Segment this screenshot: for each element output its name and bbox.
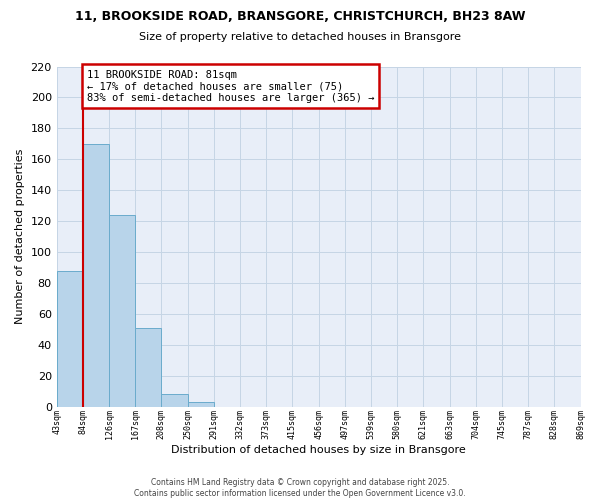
Bar <box>161 394 188 406</box>
Y-axis label: Number of detached properties: Number of detached properties <box>15 149 25 324</box>
Bar <box>83 144 109 406</box>
Text: Contains HM Land Registry data © Crown copyright and database right 2025.
Contai: Contains HM Land Registry data © Crown c… <box>134 478 466 498</box>
Bar <box>56 270 83 406</box>
Text: Size of property relative to detached houses in Bransgore: Size of property relative to detached ho… <box>139 32 461 42</box>
Text: 11 BROOKSIDE ROAD: 81sqm
← 17% of detached houses are smaller (75)
83% of semi-d: 11 BROOKSIDE ROAD: 81sqm ← 17% of detach… <box>87 70 374 103</box>
Bar <box>109 215 135 406</box>
Bar <box>135 328 161 406</box>
X-axis label: Distribution of detached houses by size in Bransgore: Distribution of detached houses by size … <box>171 445 466 455</box>
Bar <box>188 402 214 406</box>
Text: 11, BROOKSIDE ROAD, BRANSGORE, CHRISTCHURCH, BH23 8AW: 11, BROOKSIDE ROAD, BRANSGORE, CHRISTCHU… <box>75 10 525 23</box>
